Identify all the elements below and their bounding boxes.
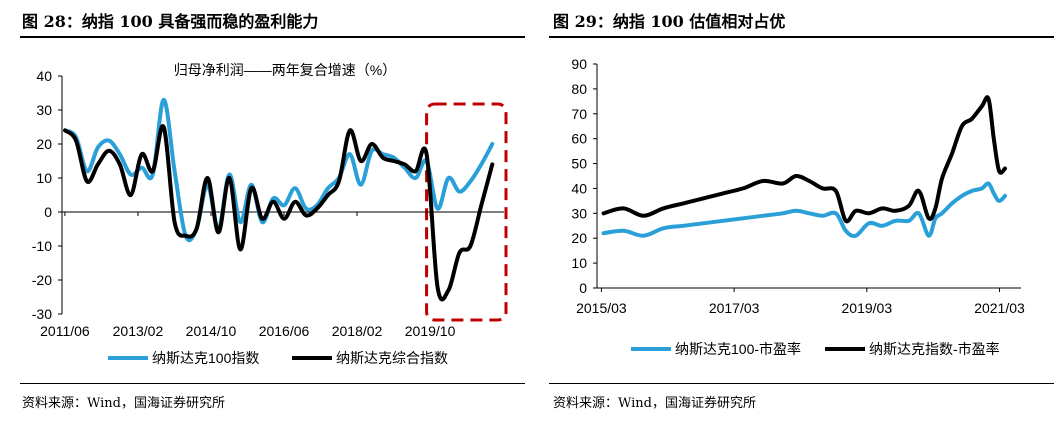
y-tick-label: 20 bbox=[571, 230, 587, 246]
left-source: 资料来源：Wind，国海证券研究所 bbox=[22, 396, 225, 411]
y-tick-label: 70 bbox=[571, 106, 587, 122]
y-tick-label: -30 bbox=[32, 306, 52, 322]
legend-label-1: 纳斯达克100-市盈率 bbox=[675, 341, 801, 357]
x-tick-label: 2011/06 bbox=[40, 323, 90, 339]
y-tick-label: -10 bbox=[32, 238, 52, 254]
y-tick-label: 80 bbox=[571, 81, 587, 97]
right-figure-title: 图 29：纳指 100 估值相对占优 bbox=[553, 12, 786, 31]
right-panel: 图 29：纳指 100 估值相对占优 90 80 70 60 50 40 30 20 10 0 20… bbox=[527, 0, 1054, 423]
right-source: 资料来源：Wind，国海证券研究所 bbox=[553, 396, 756, 411]
left-title-rule bbox=[20, 36, 525, 38]
y-tick-label: 0 bbox=[44, 204, 52, 220]
y-tick-label: 50 bbox=[571, 156, 587, 172]
y-tick-label: 0 bbox=[579, 280, 587, 296]
series-line-1 bbox=[601, 181, 1007, 239]
chart-title: 归母净利润——两年复合增速（%） bbox=[174, 62, 396, 78]
x-tick-label: 2021/03 bbox=[974, 300, 1025, 316]
left-panel: 图 28：纳指 100 具备强而稳的盈利能力 40 30 20 10 0 -10 -20 -3… bbox=[20, 12, 525, 411]
legend-label-1: 纳斯达克100指数 bbox=[152, 350, 259, 366]
series-line-2 bbox=[601, 95, 1007, 224]
y-tick-label: 40 bbox=[571, 180, 587, 196]
x-tick-label: 2019/03 bbox=[842, 300, 893, 316]
y-tick-label: 60 bbox=[571, 131, 587, 147]
y-tick-label: 30 bbox=[571, 205, 587, 221]
y-tick-label: 10 bbox=[571, 255, 587, 271]
x-tick-label: 2017/03 bbox=[709, 300, 760, 316]
y-tick-label: 90 bbox=[571, 56, 587, 72]
x-tick-label: 2019/10 bbox=[405, 323, 456, 339]
right-title-rule bbox=[549, 36, 1054, 38]
y-tick-label: -20 bbox=[32, 272, 52, 288]
x-tick-label: 2014/10 bbox=[186, 323, 237, 339]
y-tick-label: 30 bbox=[36, 102, 52, 118]
x-tick-label: 2015/03 bbox=[576, 300, 627, 316]
y-tick-label: 20 bbox=[36, 136, 52, 152]
y-tick-label: 10 bbox=[36, 170, 52, 186]
right-chart: 90 80 70 60 50 40 30 20 10 0 2015/03 2017/03 2019/03… bbox=[571, 56, 1025, 357]
y-tick-label: 40 bbox=[36, 68, 52, 84]
legend-label-2: 纳斯达克指数-市盈率 bbox=[869, 341, 1000, 357]
x-tick-label: 2013/02 bbox=[113, 323, 164, 339]
legend-label-2: 纳斯达克综合指数 bbox=[336, 350, 448, 366]
left-source-rule bbox=[20, 383, 525, 384]
series-line-2 bbox=[63, 124, 495, 302]
right-source-rule bbox=[549, 383, 1054, 384]
x-tick-label: 2016/06 bbox=[259, 323, 310, 339]
x-tick-label: 2018/02 bbox=[332, 323, 383, 339]
left-figure-title: 图 28：纳指 100 具备强而稳的盈利能力 bbox=[22, 12, 319, 31]
